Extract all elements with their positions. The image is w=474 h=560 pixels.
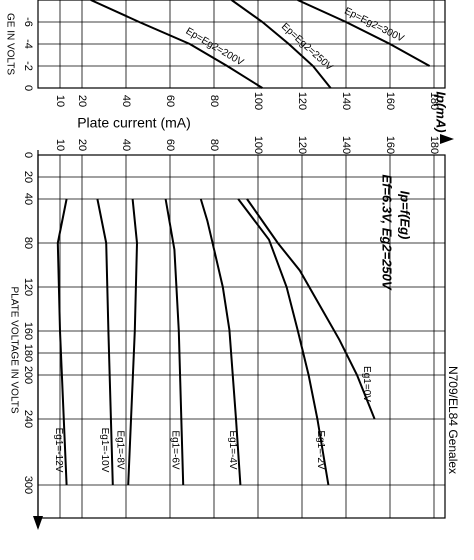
curve [90,0,263,89]
axis-arrow [440,134,454,144]
y-tick-label: 20 [76,95,88,107]
x-tick-label: -4 [22,39,34,49]
curve [127,198,139,486]
x-tick-label: 0 [22,85,34,91]
y-tick-label: 180 [428,136,440,154]
curve [56,198,68,486]
y-tick-label: 100 [252,92,264,110]
curve [297,0,431,67]
y-tick-label: 160 [384,92,396,110]
y-tick-label: 40 [120,139,132,151]
y-tick-label: 10 [54,139,66,151]
y-tick-label: 160 [384,136,396,154]
y-tick-label: 60 [164,95,176,107]
x-tick-label: 160 [22,322,34,340]
x-tick-label: -6 [22,17,34,27]
y-tick-label: 100 [252,136,264,154]
curve [231,0,332,89]
chart-subtitle: Ef=6.3V, Eg2=250V [380,174,395,290]
x-tick-label: 80 [22,237,34,249]
y-tick-label: 60 [164,139,176,151]
y-tick-label: 40 [120,95,132,107]
curve [246,198,376,420]
x-tick-label: 300 [22,476,34,494]
x-axis-title: PLATE VOLTAGE IN VOLTS [8,286,19,413]
legend-label: Eg1=-2V [315,430,326,470]
legend-label: Eg1=-12V [53,428,64,473]
y-tick-label: 120 [296,136,308,154]
annotation: N709/EL84 Genalex [446,366,460,474]
curve [96,198,114,486]
x-axis-title: GE IN VOLTS [4,13,15,75]
y-tick-label: 80 [208,95,220,107]
legend-label: Eg1=-6V [170,430,181,470]
y-tick-label: 120 [296,92,308,110]
curve [164,198,185,486]
x-tick-label: 120 [22,278,34,296]
y-axis-title: Plate current (mA) [77,115,191,131]
y-tick-label: 20 [76,139,88,151]
axis-arrow [33,516,43,530]
x-tick-label: 180 [22,344,34,362]
y-tick-label: 80 [208,139,220,151]
y-axis-title: Ip(mA) [434,91,449,132]
x-tick-label: 0 [22,152,34,158]
curve [199,198,242,486]
chart-title: Ip=f(Eg) [398,191,413,240]
x-tick-label: 40 [22,193,34,205]
legend-label: Eg1=-4V [227,430,238,470]
x-tick-label: 20 [22,171,34,183]
curve [237,198,330,486]
x-tick-label: -2 [22,61,34,71]
x-tick-label: 200 [22,366,34,384]
y-tick-label: 180 [428,92,440,110]
legend-label: Eg1=-10V [99,428,110,473]
y-tick-label: 140 [340,136,352,154]
legend-label: Eg1=-8V [115,430,126,470]
legend-label: Eg1=0V [361,366,372,402]
y-tick-label: 140 [340,92,352,110]
y-tick-label: 10 [54,95,66,107]
x-tick-label: 240 [22,410,34,428]
